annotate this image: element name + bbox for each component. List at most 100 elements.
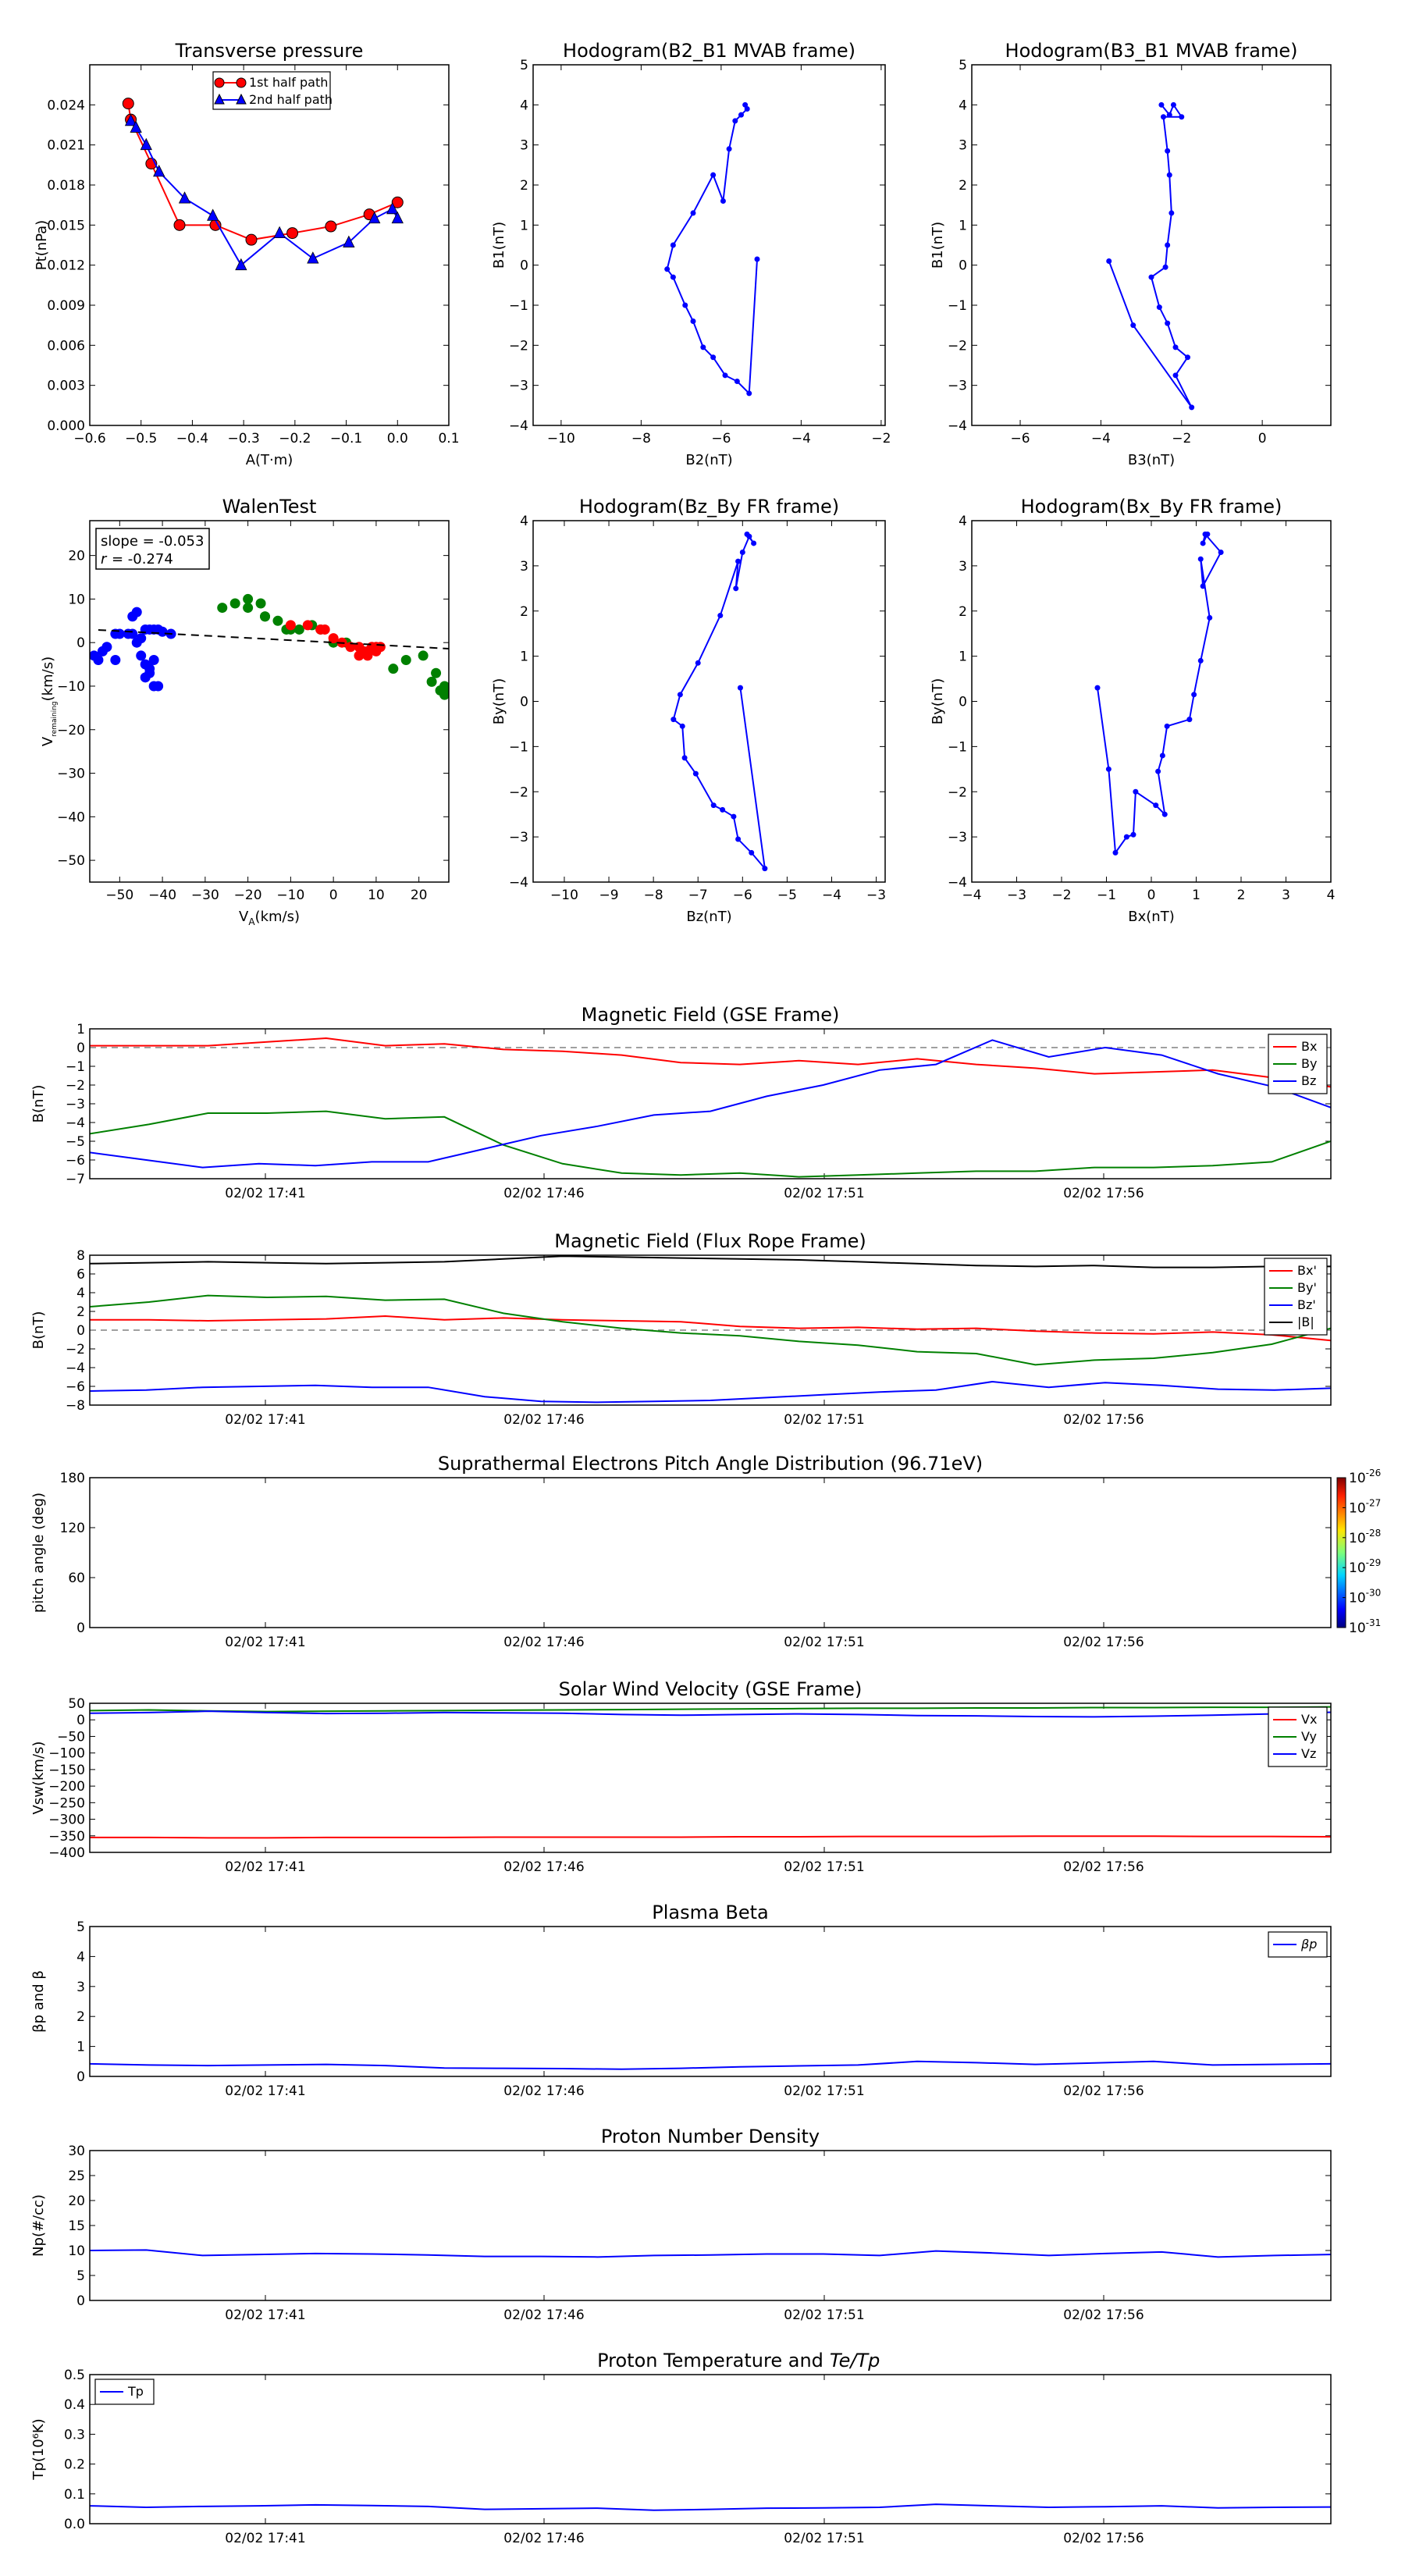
series-tp-line xyxy=(90,2503,1331,2511)
legend-label: Bz' xyxy=(1297,1297,1316,1312)
data-point xyxy=(733,585,739,592)
plot-frame xyxy=(971,520,1332,883)
y-tick-label: −30 xyxy=(57,767,85,782)
legend xyxy=(212,71,331,110)
y-tick-label: 0 xyxy=(520,695,528,710)
scatter-point xyxy=(131,607,142,617)
data-point xyxy=(1218,550,1224,556)
y-tick-label: 4 xyxy=(520,514,528,529)
data-point xyxy=(726,146,732,152)
fit-line xyxy=(98,629,449,650)
annotation-r-symbol: r xyxy=(101,551,108,568)
y-tick-label: −20 xyxy=(57,723,85,738)
data-point xyxy=(679,723,685,729)
data-point xyxy=(1168,210,1175,216)
y-axis-label: Vsw(km/s) xyxy=(30,1742,47,1815)
data-point xyxy=(307,251,319,264)
time-tick-label: 02/02 17:41 xyxy=(225,1186,305,1201)
chart-title: Suprathermal Electrons Pitch Angle Distr… xyxy=(438,1453,983,1475)
scatter-point xyxy=(328,633,339,644)
data-point xyxy=(1162,264,1168,270)
y-tick-label: 2 xyxy=(76,2009,85,2025)
series-0-line xyxy=(672,533,767,871)
y-tick-label: 4 xyxy=(76,1286,85,1301)
x-tick-label: 10 xyxy=(368,888,385,903)
data-point xyxy=(722,372,728,379)
data-point xyxy=(664,266,670,272)
y-tick-label: 4 xyxy=(520,98,528,113)
plot-frame xyxy=(89,1926,1332,2077)
y-tick-label: −4 xyxy=(66,1115,85,1131)
y-tick-label: −2 xyxy=(948,338,967,354)
plot-frame xyxy=(89,2374,1332,2524)
legend-label: By' xyxy=(1297,1280,1317,1295)
plot-frame xyxy=(89,1703,1332,1853)
scatter-point xyxy=(93,655,104,666)
y-tick-label: 2 xyxy=(76,1304,85,1320)
plot-area xyxy=(90,593,449,700)
x-axis-label: Bz(nT) xyxy=(686,909,731,925)
series-2ndhalfpath-line xyxy=(130,120,399,267)
y-tick-label: 0 xyxy=(76,1713,85,1728)
colorbar-label: 10-31 xyxy=(1349,1617,1381,1636)
chart-bgse: Magnetic Field (GSE Frame) −7 −6 −5 −4 −3 −2 −1… xyxy=(30,1004,1332,1201)
legend-label: |B| xyxy=(1297,1315,1314,1329)
plot-area xyxy=(90,2249,1331,2258)
data-point xyxy=(130,120,142,133)
plot-frame xyxy=(89,1254,1332,1406)
y-tick-label: 0 xyxy=(76,1041,85,1056)
series-bx-line xyxy=(90,1037,1331,1088)
data-point xyxy=(1172,344,1179,350)
scatter-point xyxy=(110,655,121,666)
y-tick-label: 5 xyxy=(520,58,528,73)
time-tick-label: 02/02 17:46 xyxy=(503,2083,584,2099)
legend-marker xyxy=(236,93,247,105)
chart-title: Hodogram(B3_B1 MVAB frame) xyxy=(1005,40,1298,62)
x-tick-label: −0.2 xyxy=(279,431,311,447)
scatter-point xyxy=(345,642,356,653)
chart-vsw: Solar Wind Velocity (GSE Frame)−400−350−… xyxy=(30,1678,1332,1875)
time-tick-label: 02/02 17:51 xyxy=(784,1186,864,1201)
data-point xyxy=(1164,723,1170,729)
y-tick-label: −3 xyxy=(948,830,967,845)
data-point xyxy=(710,172,717,178)
colorbar-label: 10-27 xyxy=(1349,1497,1381,1516)
y-tick-label: 0 xyxy=(520,258,528,274)
y-tick-label: 25 xyxy=(68,2169,85,2184)
x-tick-label: 0 xyxy=(329,888,338,903)
scatter-point xyxy=(153,681,164,692)
x-axis-label: B3(nT) xyxy=(1128,452,1175,468)
scatter-point xyxy=(388,664,399,674)
data-point xyxy=(738,112,744,118)
colorbar-label: 10-28 xyxy=(1349,1528,1381,1546)
y-tick-label: 6 xyxy=(76,1267,85,1283)
data-point xyxy=(749,849,755,856)
y-tick-label: −5 xyxy=(66,1134,85,1150)
x-tick-label: −0.5 xyxy=(125,431,157,447)
colorbar-label: 10-26 xyxy=(1349,1468,1381,1486)
y-tick-label: 30 xyxy=(68,2144,85,2159)
time-tick-label: 02/02 17:46 xyxy=(503,2307,584,2323)
time-tick-label: 02/02 17:56 xyxy=(1063,2083,1144,2099)
y-tick-label: 1 xyxy=(959,218,967,233)
chart-hodo2: Hodogram(B3_B1 MVAB frame) −4 −3 −2 −1 0 1 2 3 4 5… xyxy=(930,40,1332,468)
x-tick-label: −2 xyxy=(1051,888,1071,903)
y-tick-label: 0 xyxy=(76,1323,85,1339)
y-tick-label: 0 xyxy=(76,635,85,651)
time-tick-label: 02/02 17:41 xyxy=(225,1412,305,1428)
chart-title: Proton Temperature and xyxy=(597,2350,823,2371)
data-point xyxy=(1156,304,1162,311)
series-vx-line xyxy=(90,1835,1331,1839)
x-tick-label: −4 xyxy=(1091,431,1111,447)
x-tick-label: −4 xyxy=(962,888,981,903)
y-tick-label: −1 xyxy=(66,1059,85,1075)
scatter-point xyxy=(431,667,442,678)
y-tick-label: −4 xyxy=(948,875,967,891)
scatter-point xyxy=(136,650,147,661)
data-point xyxy=(1153,802,1159,809)
scatter-point xyxy=(426,676,437,687)
y-axis-label: B(nT) xyxy=(30,1311,47,1350)
y-tick-label: −350 xyxy=(48,1829,85,1845)
x-tick-label: −0.3 xyxy=(228,431,260,447)
x-tick-label: 20 xyxy=(411,888,428,903)
